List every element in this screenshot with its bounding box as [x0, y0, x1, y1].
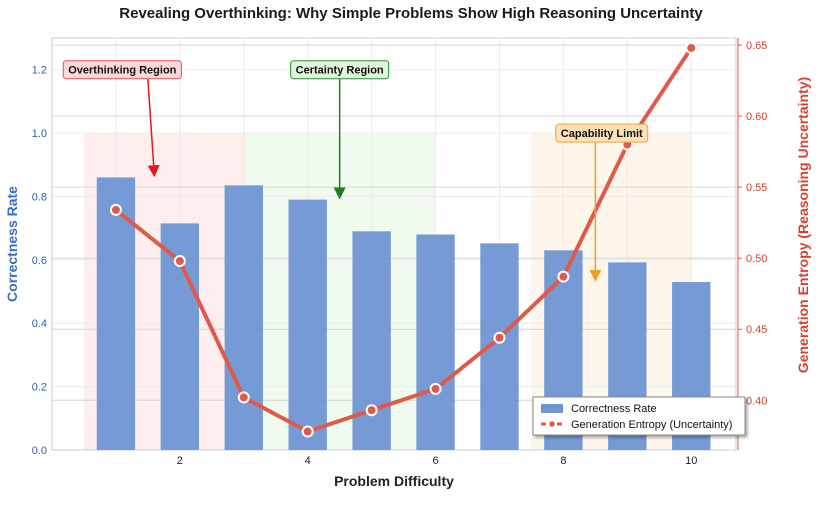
bar-1	[96, 177, 136, 450]
chart-title: Revealing Overthinking: Why Simple Probl…	[119, 5, 703, 22]
entropy-point-2	[173, 255, 186, 268]
bar-3	[224, 185, 263, 450]
legend-label-correctness: Correctness Rate	[571, 403, 657, 415]
x-axis-label: Problem Difficulty	[334, 473, 454, 489]
y-right-tick-4: 0.60	[746, 111, 767, 123]
annotation-box-0	[62, 60, 182, 80]
annotation-label-2: Capability Limit	[561, 128, 643, 140]
entropy-point-10	[685, 41, 698, 54]
y-left-tick-3: 0.6	[32, 255, 47, 267]
legend-swatch-correctness	[541, 404, 563, 413]
y-right-tick-3: 0.55	[746, 182, 767, 194]
annotation-box-1	[290, 60, 390, 80]
y-right-tick-5: 0.65	[746, 40, 767, 52]
annotation-label-1: Certainty Region	[296, 65, 384, 77]
y-left-tick-2: 0.4	[32, 318, 47, 330]
entropy-point-1	[109, 203, 122, 216]
legend	[532, 396, 746, 436]
legend-box	[532, 396, 746, 436]
y-axis-left-label: Correctness Rate	[4, 186, 20, 302]
plot-frame	[51, 37, 737, 451]
entropy-point-5	[365, 404, 378, 417]
y-left-tick-5: 1.0	[32, 128, 47, 140]
y-right-tick-2: 0.50	[746, 253, 767, 265]
x-tick-8: 8	[560, 455, 566, 467]
entropy-point-4	[301, 425, 314, 438]
legend-marker-entropy	[547, 419, 557, 429]
y-right-tick-0: 0.40	[746, 395, 767, 407]
annotation-arrow-0	[147, 79, 160, 178]
bar-4	[288, 199, 327, 450]
y-axis-right-label: Generation Entropy (Reasoning Uncertaint…	[795, 77, 811, 373]
x-tick-2: 2	[177, 455, 183, 467]
annotation-label-0: Overthinking Region	[68, 65, 176, 77]
x-tick-10: 10	[685, 455, 697, 467]
y-left-tick-4: 0.8	[32, 191, 47, 203]
entropy-point-6	[429, 382, 442, 395]
y-left-tick-0: 0.0	[32, 445, 47, 457]
entropy-point-3	[237, 391, 250, 404]
entropy-point-8	[557, 270, 570, 283]
annotation-box-2	[555, 123, 649, 143]
y-left-tick-6: 1.2	[32, 65, 47, 77]
x-tick-4: 4	[305, 455, 311, 467]
y-left-tick-1: 0.2	[32, 382, 47, 394]
entropy-point-7	[493, 331, 506, 344]
x-tick-6: 6	[432, 455, 438, 467]
bar-6	[416, 234, 455, 450]
legend-label-entropy: Generation Entropy (Uncertainty)	[571, 419, 732, 431]
y-right-tick-1: 0.45	[746, 324, 767, 336]
bar-5	[352, 231, 391, 450]
